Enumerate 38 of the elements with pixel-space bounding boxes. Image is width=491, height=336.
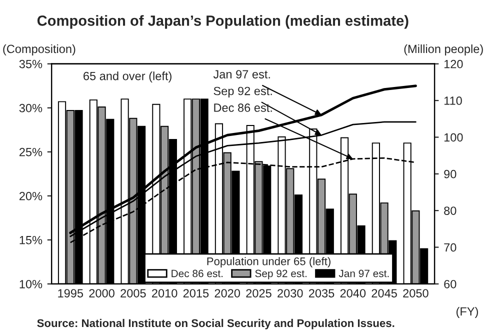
x-tick-label: 2025	[246, 289, 272, 298]
y-tick-label: 30%	[19, 104, 42, 112]
x-tick-label: 2050	[403, 289, 428, 298]
x-tick-label: 2020	[214, 289, 240, 298]
y2-tick-label: 60	[444, 280, 456, 288]
legend-label: Sep 92 est.	[255, 270, 306, 280]
x-tick-label: 2045	[372, 289, 397, 298]
y2-tick-label: 110	[444, 96, 462, 105]
legend-label: Dec 86 est.	[172, 270, 223, 278]
y2-tick-label: 120	[444, 60, 463, 68]
x-tick-label: 2015	[183, 289, 209, 298]
x-tick-label: 2030	[278, 289, 303, 298]
source-note: Source: National Institute on Social Security and Population Issues.	[37, 318, 394, 330]
x-tick-label: 1995	[58, 289, 84, 298]
x-tick-label: 2000	[89, 289, 114, 298]
x-tick-label: 2005	[120, 289, 146, 298]
x-tick-label: 2040	[340, 289, 366, 298]
annotation: 65 and over (left)	[84, 72, 172, 83]
y-axis-title: (Composition)	[3, 44, 76, 56]
chart-title: Composition of Japan’s Population (median estimate)	[37, 15, 408, 29]
y-tick-label: 35%	[19, 60, 42, 68]
legend-title: Population under 65 (left)	[207, 257, 330, 268]
y2-tick-label: 70	[444, 243, 456, 252]
y2-tick-label: 90	[444, 170, 456, 178]
x-tick-label: 2035	[308, 289, 334, 298]
y2-tick-label: 100	[444, 133, 463, 142]
y-tick-label: 10%	[20, 280, 42, 288]
x-axis-title: (FY)	[456, 306, 478, 318]
text: Sep 92 est.	[214, 86, 272, 98]
y-tick-label: 25%	[19, 148, 42, 156]
y-tick-label: 20%	[19, 192, 42, 200]
y2-axis-title: (Million people)	[404, 44, 483, 56]
text: Jan 97 est.	[213, 70, 270, 78]
x-tick-label: 2010	[152, 289, 178, 298]
text: Dec 86 est.	[214, 104, 272, 112]
y-tick-label: 15%	[20, 236, 42, 244]
legend-label: Jan 97 est.	[338, 270, 389, 278]
y2-tick-label: 80	[444, 206, 456, 215]
